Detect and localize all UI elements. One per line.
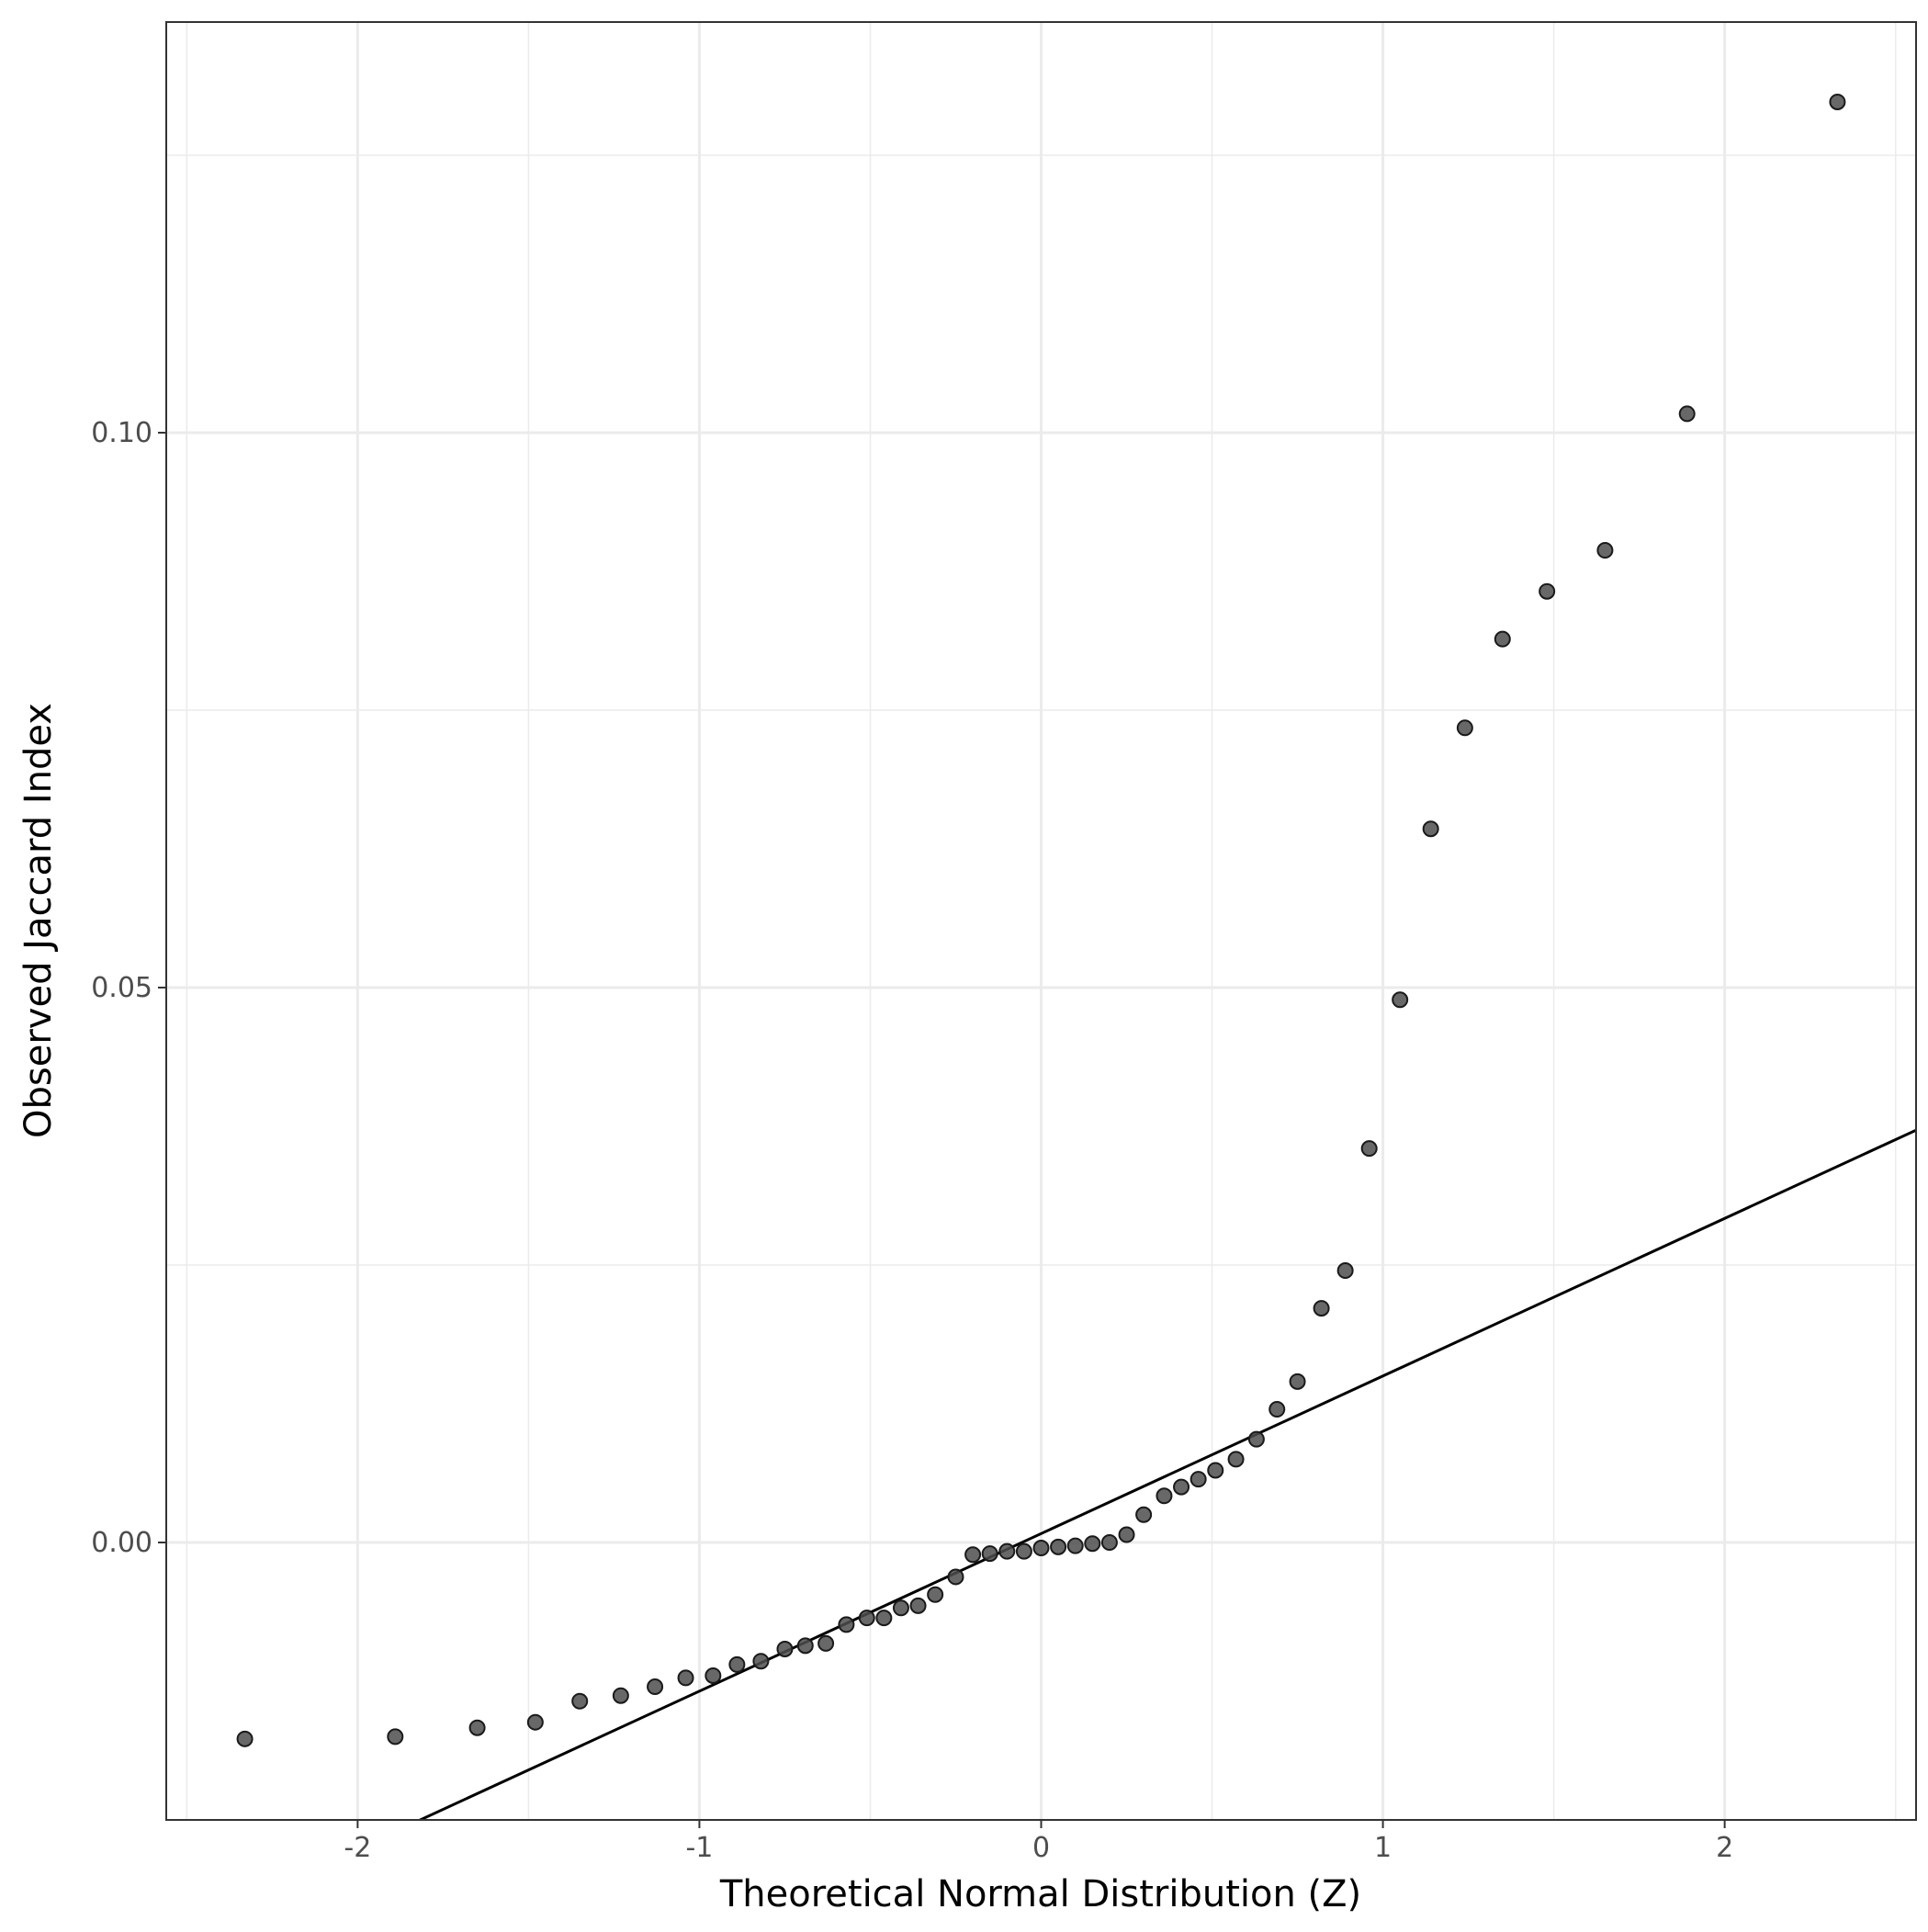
x-tick-label: -2 [344,1832,371,1864]
x-tick-label: 2 [1716,1832,1733,1864]
y-tick-label: 0.00 [91,1527,152,1559]
data-point [796,1637,814,1655]
data-point [612,1687,629,1704]
data-point [1360,1140,1378,1158]
data-point [1189,1471,1207,1488]
data-point [1100,1533,1118,1551]
data-point [1596,542,1614,559]
data-point [1118,1526,1135,1543]
data-point [1173,1478,1190,1496]
data-point [1422,820,1439,838]
major-gridlines [166,22,1916,1820]
data-point [1015,1542,1032,1560]
data-point [526,1713,544,1731]
data-point [468,1719,486,1736]
data-point [1392,991,1409,1009]
data-point [1678,405,1696,423]
data-point [1050,1538,1067,1555]
data-point [1539,582,1556,600]
x-tick-label: 0 [1032,1832,1050,1864]
x-axis: -2 -1 0 1 2 [344,1820,1733,1864]
data-point [387,1728,404,1746]
data-point [1156,1487,1173,1505]
data-point [875,1610,893,1627]
data-point [677,1669,694,1687]
data-point [909,1597,927,1614]
data-point [981,1545,998,1563]
data-point [1247,1430,1265,1448]
data-point [571,1692,589,1710]
data-point [647,1678,664,1696]
data-point [998,1542,1016,1560]
plot-panel [236,93,1916,1820]
data-point [752,1653,770,1670]
data-point [1313,1300,1330,1317]
y-axis: 0.00 0.05 0.10 [91,417,166,1559]
data-point [705,1666,722,1684]
data-point [964,1546,982,1564]
data-point [236,1730,254,1747]
y-axis-title: Observed Jaccard Index [17,703,60,1138]
data-point [1336,1262,1354,1280]
data-point [1268,1401,1286,1418]
data-point [1135,1506,1153,1523]
data-point [1289,1373,1306,1390]
data-point [1066,1537,1084,1554]
data-point [817,1634,835,1652]
data-point [947,1568,964,1586]
data-point [776,1640,794,1657]
x-tick-label: 1 [1374,1832,1392,1864]
x-axis-title: Theoretical Normal Distribution (Z) [719,1873,1361,1915]
data-point [1456,719,1473,737]
data-point [728,1655,746,1673]
data-point [1494,630,1511,648]
data-point [838,1616,855,1633]
data-point [1227,1451,1245,1468]
data-point [927,1586,944,1603]
data-point [892,1599,909,1617]
data-point [858,1610,875,1627]
y-tick-label: 0.10 [91,417,152,449]
data-points [236,93,1846,1747]
data-point [1084,1535,1101,1553]
data-point [1829,93,1846,110]
x-tick-label: -1 [685,1832,713,1864]
y-tick-label: 0.05 [91,972,152,1004]
reference-line [416,1128,1916,1820]
data-point [1032,1540,1050,1557]
data-point [1207,1462,1224,1479]
